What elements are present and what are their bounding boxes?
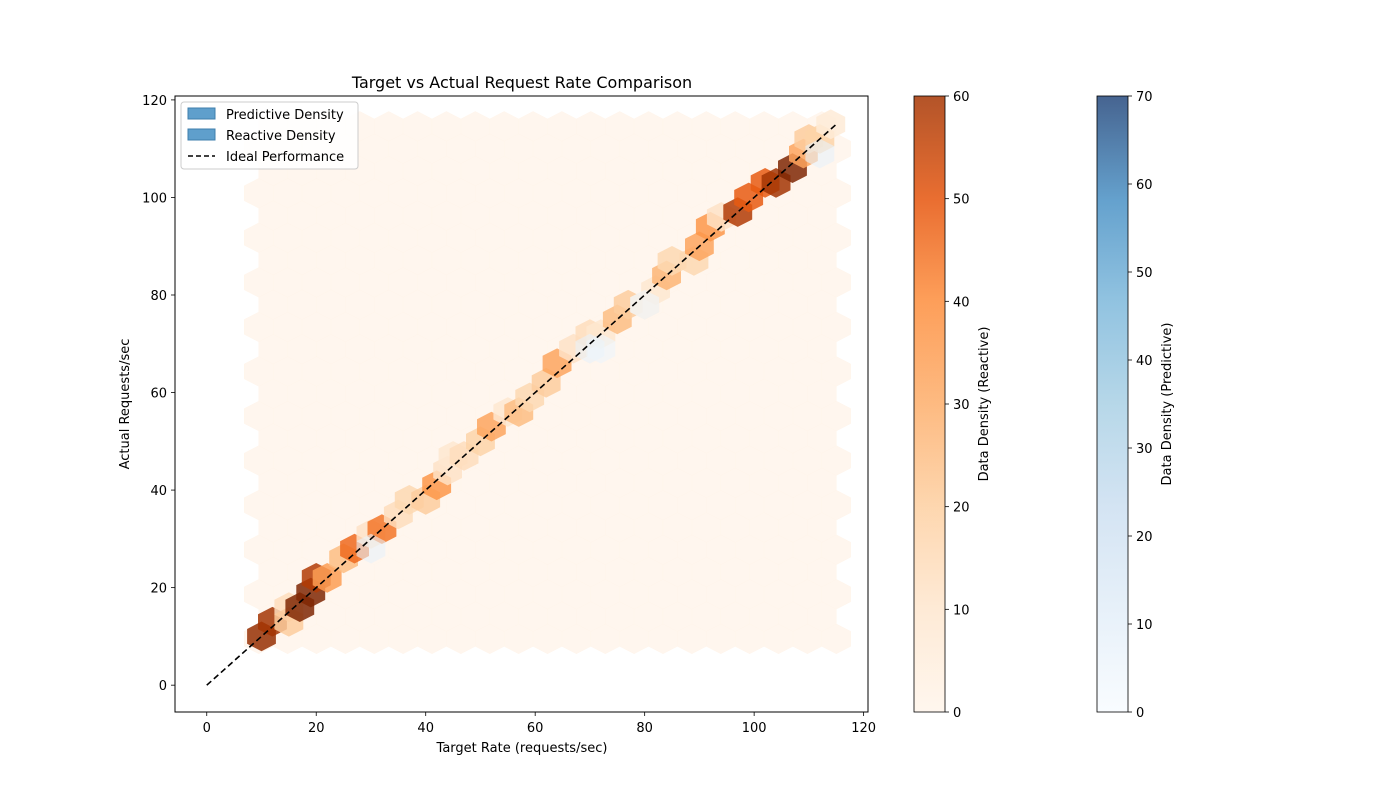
y-tick-label: 120	[142, 94, 167, 109]
plot-frame	[174, 95, 869, 713]
y-tick-label: 100	[142, 191, 167, 206]
legend-label-reactive: Reactive Density	[226, 129, 336, 144]
colorbar-tick-label: 0	[953, 706, 961, 721]
legend-label-ideal: Ideal Performance	[226, 150, 344, 165]
colorbar-tick-label: 60	[1136, 178, 1153, 193]
colorbar-tick-label: 40	[1136, 354, 1153, 369]
y-axis-label: Actual Requests/sec	[118, 339, 133, 470]
x-tick-label: 80	[636, 721, 653, 736]
legend-patch-predictive	[187, 107, 216, 120]
ideal-performance-layer	[206, 123, 837, 686]
colorbar-tick-label: 40	[953, 295, 970, 310]
ideal-performance-line	[206, 123, 837, 686]
x-tick-label: 100	[742, 721, 767, 736]
colorbar-predictive: 0 10 20 30 40 50 60 70 Data Density (Predictive…	[1096, 90, 1175, 721]
hexbin-background	[244, 111, 851, 654]
colorbar-tick-label: 10	[1136, 618, 1153, 633]
y-tick-label: 20	[150, 582, 167, 597]
y-tick-label: 80	[150, 289, 167, 304]
y-tick-label: 60	[150, 387, 167, 402]
x-tick-label: 0	[203, 721, 211, 736]
legend-patch-reactive	[187, 128, 216, 141]
colorbar-predictive-frame	[1096, 95, 1129, 713]
colorbar-predictive-gradient	[1097, 96, 1128, 712]
colorbar-tick-label: 70	[1136, 90, 1153, 105]
legend-label-predictive: Predictive Density	[226, 108, 344, 123]
predictive-hexbin-cell	[356, 533, 386, 564]
colorbar-tick-label: 20	[1136, 530, 1153, 545]
x-tick-label: 120	[851, 721, 876, 736]
x-axis: 0 20 40 60 80 100 120	[203, 712, 876, 736]
legend-box	[180, 101, 359, 170]
x-tick-label: 40	[417, 721, 434, 736]
predictive-hexbin-cell	[630, 289, 660, 320]
colorbar-tick-label: 60	[953, 90, 970, 105]
reactive-hexbin-cell	[657, 246, 687, 276]
colorbar-tick-label: 0	[1136, 706, 1144, 721]
reactive-hexbin-cell	[816, 109, 846, 140]
x-tick-label: 60	[527, 721, 544, 736]
colorbar-predictive-ticks: 0 10 20 30 40 50 60 70	[1128, 90, 1153, 721]
colorbar-reactive: 0 10 20 30 40 50 60 Data Density (Reactive)	[913, 90, 992, 721]
colorbar-tick-label: 30	[1136, 442, 1153, 457]
colorbar-predictive-label: Data Density (Predictive)	[1160, 323, 1175, 486]
x-axis-label: Target Rate (requests/sec)	[436, 741, 608, 756]
colorbar-reactive-ticks: 0 10 20 30 40 50 60	[945, 90, 970, 721]
colorbar-tick-label: 20	[953, 501, 970, 516]
chart-title: Target vs Actual Request Rate Comparison	[351, 73, 692, 92]
colorbar-tick-label: 50	[1136, 266, 1153, 281]
y-tick-label: 40	[150, 484, 167, 499]
colorbar-tick-label: 50	[953, 193, 970, 208]
y-tick-label: 0	[159, 679, 167, 694]
y-axis: 0 20 40 60 80 100 120	[142, 94, 175, 694]
x-tick-label: 20	[308, 721, 325, 736]
colorbar-tick-label: 10	[953, 603, 970, 618]
colorbar-tick-label: 30	[953, 398, 970, 413]
colorbar-reactive-gradient	[914, 96, 945, 712]
colorbar-reactive-label: Data Density (Reactive)	[977, 327, 992, 482]
legend: Predictive Density Reactive Density Idea…	[180, 101, 359, 170]
